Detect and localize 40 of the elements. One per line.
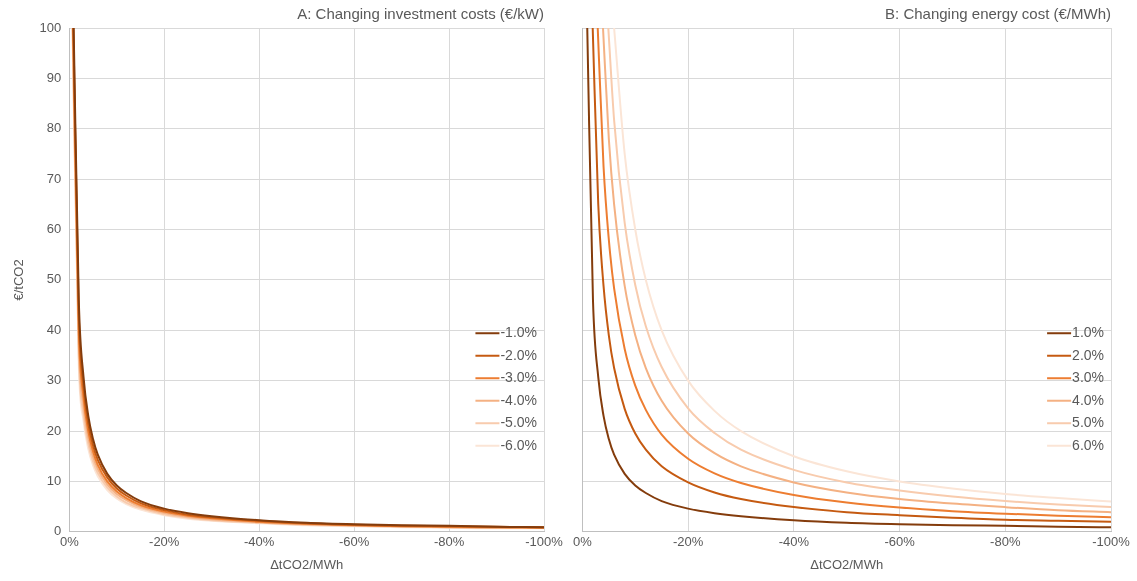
x-tick-label: -100% xyxy=(525,534,564,550)
x-tick-label: -40% xyxy=(243,534,275,550)
x-tick-label: -40% xyxy=(778,534,810,550)
x-tick-label: 0% xyxy=(573,534,593,550)
y-tick-label: 0 xyxy=(54,523,62,539)
x-tick-label: -60% xyxy=(884,534,916,550)
y-tick-label: 50 xyxy=(46,271,62,287)
legend-label: -6.0% xyxy=(500,436,538,453)
y-tick-label: 80 xyxy=(46,120,62,136)
legend-label: -4.0% xyxy=(500,391,538,408)
x-tick-label: -60% xyxy=(338,534,370,550)
legend-label: 4.0% xyxy=(1072,391,1105,408)
x-tick-label: -20% xyxy=(672,534,704,550)
x-axis-title: ΔtCO2/MWh xyxy=(270,556,344,572)
y-tick-label: 90 xyxy=(46,69,62,85)
y-tick-label: 20 xyxy=(46,422,62,438)
x-tick-label: -100% xyxy=(1092,534,1131,550)
chart-title: A: Changing investment costs (€/kW) xyxy=(297,5,544,23)
y-tick-label: 10 xyxy=(46,473,62,488)
legend-label: 5.0% xyxy=(1072,414,1105,431)
y-axis-title: €/tCO2 xyxy=(11,259,27,301)
y-tick-label: 100 xyxy=(39,19,62,35)
legend-label: -2.0% xyxy=(500,346,538,363)
y-tick-label: 30 xyxy=(46,372,62,388)
legend-label: 1.0% xyxy=(1072,324,1105,341)
chart-title: B: Changing energy cost (€/MWh) xyxy=(885,5,1111,23)
x-tick-label: -80% xyxy=(433,534,465,550)
legend-label: -3.0% xyxy=(500,369,538,386)
y-tick-label: 70 xyxy=(46,170,62,186)
x-tick-label: -20% xyxy=(149,534,180,550)
y-tick-label: 40 xyxy=(46,321,62,337)
legend-label: 2.0% xyxy=(1072,346,1105,363)
x-axis-title: ΔtCO2/MWh xyxy=(810,556,884,572)
x-tick-label: 0% xyxy=(59,534,80,550)
x-tick-label: -80% xyxy=(990,534,1021,550)
legend-label: -5.0% xyxy=(500,414,538,431)
legend-label: -1.0% xyxy=(500,324,538,341)
legend-label: 6.0% xyxy=(1072,436,1105,453)
y-tick-label: 60 xyxy=(46,221,62,237)
legend-label: 3.0% xyxy=(1072,369,1105,386)
